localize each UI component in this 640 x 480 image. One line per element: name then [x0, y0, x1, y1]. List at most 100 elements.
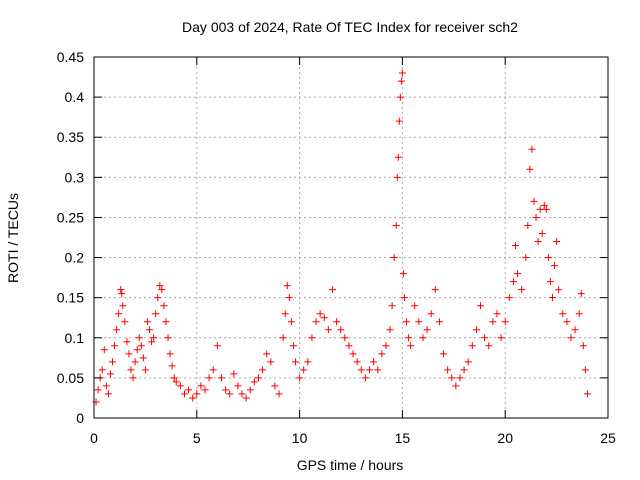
data-point	[121, 318, 129, 326]
data-point	[146, 326, 154, 334]
data-point	[222, 386, 230, 394]
y-tick-label: 0.2	[65, 250, 85, 266]
data-point	[230, 370, 238, 378]
data-point	[291, 358, 299, 366]
data-point	[172, 378, 180, 386]
data-point	[357, 366, 365, 374]
data-point	[415, 318, 423, 326]
data-point	[106, 370, 114, 378]
data-point	[209, 366, 217, 374]
data-point	[135, 334, 143, 342]
data-point	[514, 270, 522, 278]
data-point	[125, 350, 133, 358]
data-point	[530, 197, 538, 205]
data-point	[370, 358, 378, 366]
data-point	[129, 374, 137, 382]
data-point	[162, 318, 170, 326]
data-point	[405, 334, 413, 342]
data-point	[403, 318, 411, 326]
data-point	[104, 390, 112, 398]
data-point	[349, 350, 357, 358]
data-point	[150, 334, 158, 342]
data-point	[393, 173, 401, 181]
data-point	[555, 286, 563, 294]
axis-ticks	[93, 56, 609, 419]
data-point	[176, 382, 184, 390]
data-point	[497, 334, 505, 342]
data-point	[300, 366, 308, 374]
data-point	[102, 382, 110, 390]
data-point	[553, 238, 561, 246]
data-point	[444, 366, 452, 374]
data-point	[127, 366, 135, 374]
x-tick-label: 25	[600, 430, 616, 446]
chart-title: Day 003 of 2024, Rate Of TEC Index for r…	[182, 19, 518, 35]
data-points	[92, 69, 591, 406]
data-point	[399, 270, 407, 278]
data-point	[123, 338, 131, 346]
data-point	[168, 362, 176, 370]
plot-frame	[93, 56, 609, 419]
data-point	[275, 390, 283, 398]
data-point	[324, 326, 332, 334]
data-point	[577, 290, 585, 298]
data-point	[538, 229, 546, 237]
data-point	[581, 366, 589, 374]
data-point	[526, 165, 534, 173]
x-tick-labels: 0 5 10 15 20 25	[90, 430, 616, 446]
data-point	[396, 93, 404, 101]
data-point	[141, 366, 149, 374]
data-point	[509, 278, 517, 286]
data-point	[189, 394, 197, 402]
data-point	[378, 350, 386, 358]
data-point	[148, 338, 156, 346]
data-point	[493, 310, 501, 318]
data-point	[386, 326, 394, 334]
data-point	[312, 318, 320, 326]
data-point	[337, 326, 345, 334]
data-point	[143, 318, 151, 326]
data-point	[382, 342, 390, 350]
y-tick-label: 0	[76, 410, 84, 426]
data-point	[254, 374, 262, 382]
data-point	[361, 374, 369, 382]
x-tick-label: 20	[497, 430, 513, 446]
x-tick-label: 0	[90, 430, 98, 446]
data-point	[137, 342, 145, 350]
data-point	[485, 342, 493, 350]
data-point	[115, 310, 123, 318]
data-point	[156, 282, 164, 290]
data-point	[571, 326, 579, 334]
data-point	[185, 386, 193, 394]
data-point	[111, 342, 119, 350]
data-point	[390, 254, 398, 262]
data-point	[505, 294, 513, 302]
data-point	[308, 334, 316, 342]
data-point	[328, 286, 336, 294]
data-point	[345, 342, 353, 350]
data-point	[279, 334, 287, 342]
data-point	[392, 221, 400, 229]
x-axis-label: GPS time / hours	[297, 457, 404, 473]
data-point	[304, 358, 312, 366]
data-point	[397, 77, 405, 85]
data-point	[296, 374, 304, 382]
data-point	[575, 310, 583, 318]
data-point	[518, 286, 526, 294]
data-point	[109, 358, 117, 366]
data-point	[511, 242, 519, 250]
data-point	[481, 334, 489, 342]
x-tick-label: 5	[193, 430, 201, 446]
data-point	[201, 386, 209, 394]
data-point	[119, 302, 127, 310]
x-tick-label: 15	[395, 430, 411, 446]
data-point	[205, 374, 213, 382]
data-point	[468, 342, 476, 350]
data-point	[152, 310, 160, 318]
data-point	[398, 69, 406, 77]
data-point	[464, 358, 472, 366]
data-point	[546, 278, 554, 286]
data-point	[427, 310, 435, 318]
y-tick-label: 0.05	[57, 370, 84, 386]
data-point	[353, 358, 361, 366]
